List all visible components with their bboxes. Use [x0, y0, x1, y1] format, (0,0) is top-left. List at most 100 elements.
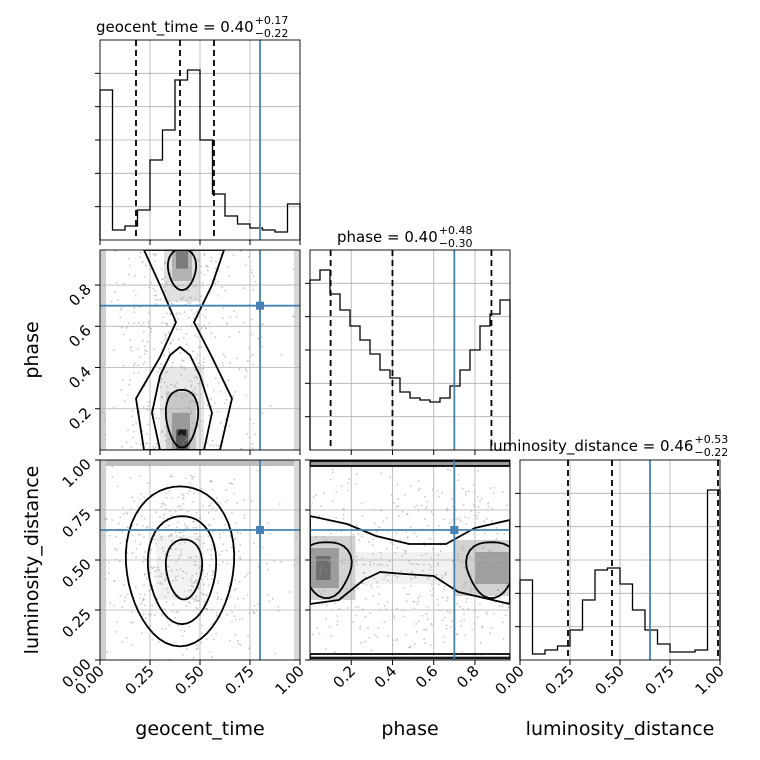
- sample-point: [230, 546, 233, 549]
- sample-point: [419, 487, 422, 490]
- x-axis-label-luminosity-distance: luminosity_distance: [526, 718, 715, 740]
- sample-point: [140, 324, 143, 327]
- sample-point: [342, 508, 345, 510]
- sample-point: [412, 563, 415, 566]
- sample-point: [245, 394, 248, 397]
- sample-point: [252, 275, 255, 277]
- sample-point: [206, 404, 209, 407]
- sample-point: [208, 651, 211, 654]
- sample-point: [139, 597, 141, 600]
- sample-point: [252, 289, 255, 291]
- sample-point: [191, 501, 194, 503]
- sample-point: [444, 572, 447, 575]
- sample-point: [466, 597, 468, 600]
- sample-point: [201, 593, 204, 595]
- sample-point: [356, 563, 359, 566]
- sample-point: [252, 363, 255, 366]
- sample-point: [206, 441, 209, 444]
- sample-point: [489, 632, 492, 635]
- sample-point: [180, 549, 183, 552]
- sample-point: [143, 551, 146, 553]
- sample-point: [293, 315, 296, 318]
- sample-point: [119, 308, 122, 311]
- sample-point: [161, 583, 163, 586]
- sample-point: [200, 265, 202, 267]
- sample-point: [160, 267, 163, 270]
- sample-point: [165, 508, 167, 510]
- sample-point: [189, 380, 192, 383]
- sample-point: [355, 473, 358, 476]
- sample-point: [177, 521, 180, 523]
- sample-point: [394, 574, 396, 577]
- sample-point: [130, 611, 133, 614]
- sample-point: [462, 608, 465, 610]
- sample-point: [267, 594, 270, 596]
- sample-point: [154, 303, 157, 306]
- sample-point: [117, 299, 119, 301]
- sample-point: [254, 281, 257, 283]
- sample-point: [496, 561, 499, 564]
- sample-point: [185, 596, 188, 599]
- sample-point: [319, 505, 322, 507]
- sample-point: [154, 575, 157, 578]
- sample-point: [375, 530, 378, 533]
- sample-point: [152, 287, 155, 290]
- sample-point: [220, 598, 223, 601]
- sample-point: [175, 270, 178, 273]
- sample-point: [425, 506, 428, 509]
- sample-point: [176, 311, 179, 314]
- sample-point: [331, 565, 334, 568]
- sample-point: [161, 627, 163, 630]
- sample-point: [335, 516, 337, 519]
- sample-point: [147, 321, 150, 323]
- sample-point: [130, 346, 133, 348]
- sample-point: [221, 362, 224, 364]
- sample-point: [459, 620, 462, 622]
- sample-point: [202, 402, 205, 405]
- sample-point: [205, 638, 208, 641]
- sample-point: [222, 543, 225, 546]
- sample-point: [106, 651, 109, 654]
- x-axis-label-geocent-time: geocent_time: [135, 718, 264, 740]
- sample-point: [490, 567, 493, 570]
- sample-point: [170, 421, 173, 424]
- sample-point: [163, 354, 166, 357]
- sample-point: [122, 364, 125, 367]
- sample-point: [116, 621, 118, 623]
- sample-point: [125, 511, 128, 514]
- sample-point: [179, 568, 182, 571]
- sample-point: [443, 588, 446, 591]
- sample-point: [163, 339, 166, 341]
- sample-point: [210, 479, 213, 482]
- sample-point: [330, 635, 333, 638]
- sample-point: [479, 602, 481, 605]
- sample-point: [142, 339, 144, 342]
- sample-point: [277, 605, 280, 608]
- sample-point: [428, 563, 430, 566]
- sample-point: [373, 577, 375, 579]
- sample-point: [404, 552, 407, 555]
- sample-point: [197, 323, 200, 326]
- sample-point: [504, 614, 507, 617]
- sample-point: [121, 606, 124, 609]
- sample-point: [179, 421, 182, 424]
- sample-point: [189, 301, 192, 304]
- sample-point: [482, 547, 484, 549]
- sample-point: [164, 440, 167, 442]
- sample-point: [200, 641, 203, 644]
- title-luminosity-distance-plus: +0.53: [695, 433, 729, 446]
- sample-point: [157, 641, 160, 644]
- sample-point: [105, 578, 108, 580]
- sample-point: [430, 565, 433, 568]
- density-block: [294, 250, 300, 450]
- sample-point: [212, 507, 215, 510]
- sample-point: [191, 575, 194, 577]
- sample-point: [127, 322, 130, 324]
- sample-point: [197, 382, 200, 385]
- sample-point: [248, 436, 251, 439]
- sample-point: [139, 256, 142, 259]
- sample-point: [202, 364, 205, 367]
- sample-point: [150, 327, 153, 330]
- sample-point: [441, 577, 443, 580]
- sample-point: [251, 447, 254, 449]
